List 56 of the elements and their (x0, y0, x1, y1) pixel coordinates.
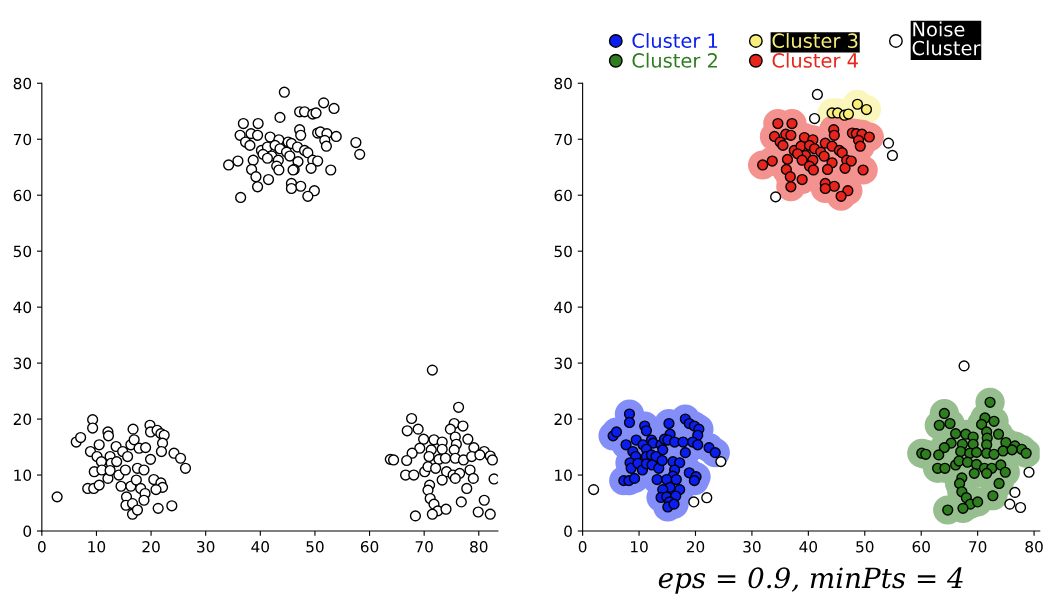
point (1023, 466, 1035, 478)
y-tick-label: 0 (23, 525, 32, 538)
legend-label: Cluster 3 (772, 32, 858, 49)
point (808, 112, 821, 125)
x-tick-label: 30 (743, 541, 761, 553)
point (1009, 486, 1021, 498)
x-tick-label: 70 (969, 541, 987, 553)
x-tick-label: 50 (306, 541, 324, 553)
y-tick-label: 30 (13, 357, 32, 370)
x-tick-label: 20 (686, 541, 705, 553)
y-tick-label: 80 (13, 77, 32, 90)
y-tick-label: 40 (554, 301, 572, 314)
x-tick-label: 0 (578, 541, 587, 553)
y-tick-label: 40 (13, 301, 32, 314)
x-tick-label: 10 (631, 541, 648, 553)
x-tick-label: 40 (799, 541, 818, 553)
y-tick-label: 30 (554, 357, 572, 370)
point (886, 149, 899, 162)
x-tick-label: 0 (37, 541, 46, 553)
point (1014, 501, 1027, 514)
point (882, 137, 895, 149)
point (1004, 498, 1016, 510)
x-tick-label: 20 (142, 541, 160, 553)
x-tick-label: 10 (88, 541, 106, 553)
x-tick-label: 80 (470, 541, 488, 553)
x-tick-label: 60 (360, 541, 379, 553)
point (688, 496, 700, 508)
y-tick-label: 10 (14, 469, 32, 482)
legend-label: Cluster 1 (632, 32, 718, 49)
point (715, 456, 727, 468)
y-tick-label: 50 (13, 245, 32, 258)
y-tick-label: 10 (555, 469, 572, 482)
x-tick-label: 40 (251, 541, 270, 553)
y-tick-label: 0 (564, 525, 572, 538)
x-tick-label: 70 (415, 541, 433, 553)
point (701, 492, 713, 504)
legend-label: Cluster 2 (632, 52, 717, 68)
legend-label: Noise Cluster (912, 21, 981, 56)
y-tick-label: 80 (554, 77, 572, 90)
y-tick-label: 20 (13, 413, 32, 426)
x-tick-label: 30 (197, 541, 215, 553)
point (811, 88, 823, 101)
y-tick-label: 70 (554, 133, 572, 146)
legend-label: Cluster 4 (772, 52, 858, 68)
point (958, 360, 970, 372)
point (770, 191, 782, 203)
y-tick-label: 20 (554, 413, 572, 426)
x-tick-label: 50 (856, 541, 874, 553)
x-tick-label: 80 (1025, 541, 1043, 553)
y-tick-label: 60 (554, 189, 572, 202)
y-tick-label: 50 (554, 245, 572, 258)
text: eps = 0.9, minPts = 4 (658, 567, 963, 594)
y-tick-label: 60 (13, 189, 32, 202)
point (588, 483, 600, 496)
y-tick-label: 70 (13, 133, 32, 146)
x-tick-label: 60 (912, 541, 930, 553)
